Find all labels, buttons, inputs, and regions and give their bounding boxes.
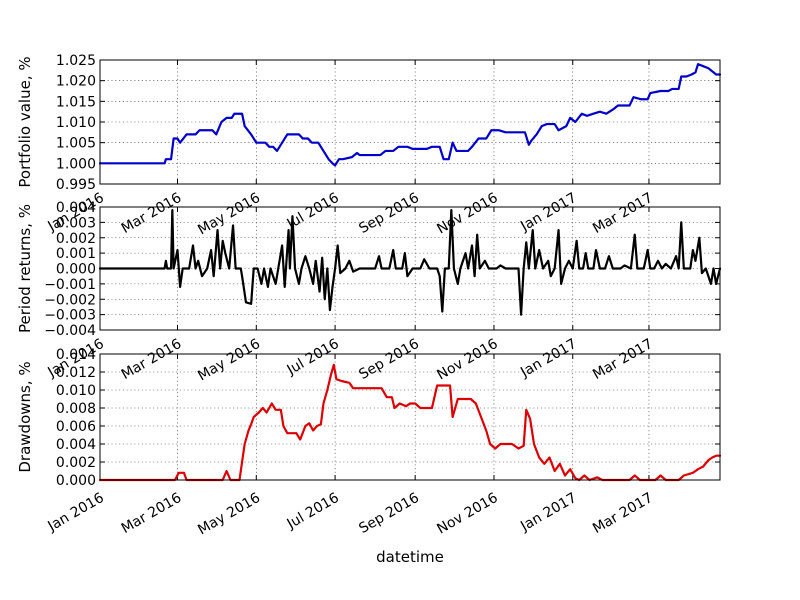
y-tick-label: 0.010 bbox=[56, 383, 96, 399]
y-tick-label: −0.001 bbox=[44, 277, 96, 293]
y-axis-label: Drawdowns, % bbox=[16, 361, 34, 472]
y-tick-label: 0.008 bbox=[56, 401, 96, 417]
y-tick-label: 0.002 bbox=[56, 455, 96, 471]
x-tick-label: Mar 2016 bbox=[119, 490, 185, 537]
y-tick-label: 0.006 bbox=[56, 419, 96, 435]
series-line-1-1 bbox=[98, 63, 722, 167]
series-line-3-1 bbox=[98, 363, 722, 482]
y-tick-label: 1.005 bbox=[56, 136, 96, 152]
x-tick-label: Jul 2016 bbox=[284, 490, 342, 533]
y-tick-label: −0.002 bbox=[44, 292, 96, 308]
x-tick-label: May 2016 bbox=[195, 190, 263, 238]
x-tick-label: Mar 2017 bbox=[590, 336, 656, 383]
x-tick-label: May 2016 bbox=[195, 336, 263, 384]
y-tick-label: 0.000 bbox=[56, 262, 96, 278]
panel-1: Jan 2016 Mar 2016 May 2016 Jul 2016 Sep 2016… bbox=[16, 53, 722, 238]
y-tick-label: −0.003 bbox=[44, 308, 96, 324]
y-tick-label: 0.004 bbox=[56, 200, 96, 216]
x-axis-label: datetime bbox=[376, 548, 444, 566]
y-tick-label: 0.995 bbox=[56, 177, 96, 193]
x-tick-label: Sep 2016 bbox=[356, 336, 422, 383]
y-tick-label: 0.003 bbox=[56, 215, 96, 231]
series-line-2-1 bbox=[98, 208, 722, 316]
x-tick-label: May 2016 bbox=[195, 490, 263, 538]
plot-frame bbox=[99, 353, 721, 481]
x-tick-label: Mar 2016 bbox=[119, 336, 185, 383]
plot-frame bbox=[99, 206, 721, 331]
x-tick-label: Nov 2016 bbox=[434, 490, 500, 538]
x-tick-label: Jan 2016 bbox=[45, 490, 107, 535]
y-axis-label: Period returns, % bbox=[16, 204, 34, 333]
y-tick-label: −0.004 bbox=[44, 323, 96, 339]
x-tick-label: Mar 2016 bbox=[119, 190, 185, 237]
y-tick-label: 0.000 bbox=[56, 473, 96, 489]
x-tick-label: Jan 2017 bbox=[517, 336, 579, 381]
y-axis-label: Portfolio value, % bbox=[16, 56, 34, 187]
y-tick-label: 1.025 bbox=[56, 53, 96, 69]
y-tick-label: 1.020 bbox=[56, 74, 96, 90]
plot-frame bbox=[99, 59, 721, 185]
x-tick-label: Mar 2017 bbox=[590, 190, 656, 237]
y-tick-label: 1.000 bbox=[56, 156, 96, 172]
x-tick-label: Mar 2017 bbox=[590, 490, 656, 537]
y-tick-label: 0.002 bbox=[56, 231, 96, 247]
x-tick-label: Nov 2016 bbox=[434, 190, 500, 238]
x-tick-label: Jan 2017 bbox=[517, 190, 579, 235]
x-tick-label: Jul 2016 bbox=[284, 336, 342, 379]
y-tick-label: 1.010 bbox=[56, 115, 96, 131]
y-tick-label: 0.001 bbox=[56, 246, 96, 262]
y-tick-label: 0.004 bbox=[56, 437, 96, 453]
y-tick-label: 0.012 bbox=[56, 365, 96, 381]
x-tick-label: Jan 2017 bbox=[517, 490, 579, 535]
x-tick-label: Nov 2016 bbox=[434, 336, 500, 384]
x-tick-label: Sep 2016 bbox=[356, 190, 422, 237]
x-tick-label: Sep 2016 bbox=[356, 490, 422, 537]
y-tick-label: 0.014 bbox=[56, 347, 96, 363]
y-tick-label: 1.015 bbox=[56, 94, 96, 110]
